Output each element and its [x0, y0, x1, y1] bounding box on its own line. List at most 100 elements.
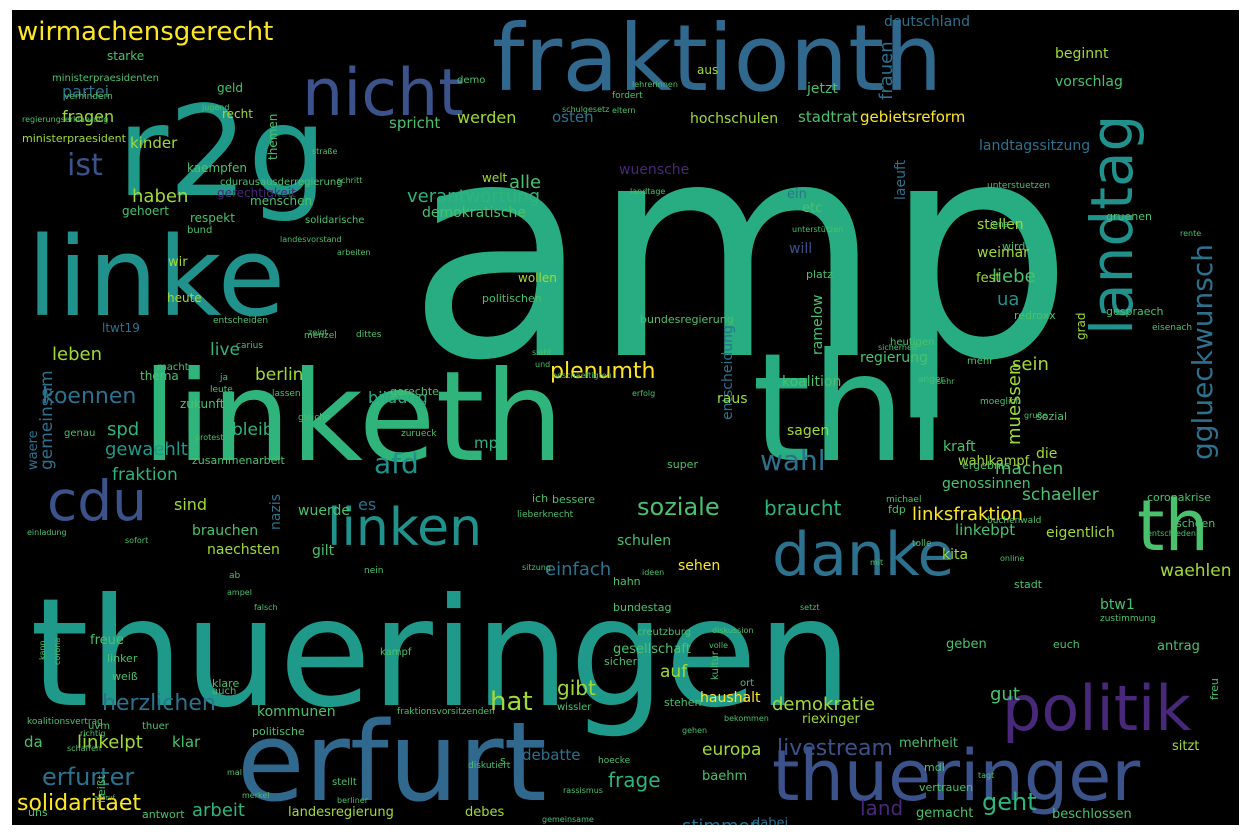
cloud-word: kita	[942, 547, 968, 563]
cloud-word: jena	[989, 220, 1009, 230]
cloud-word: creutzburg	[637, 627, 691, 638]
cloud-word: bessere	[552, 493, 595, 506]
cloud-word: gemeinsam	[37, 370, 57, 470]
cloud-word: wirmachensgerecht	[17, 17, 273, 47]
cloud-word: linketh	[142, 345, 564, 490]
cloud-word: ergebnis	[962, 459, 1010, 472]
cloud-word: mit	[870, 558, 883, 567]
cloud-word: spd	[107, 419, 139, 440]
cloud-word: online	[1000, 554, 1024, 563]
cloud-word: berliner	[337, 796, 369, 805]
cloud-word: hahn	[613, 575, 641, 588]
cloud-word: zustimmung	[1100, 614, 1156, 624]
cloud-word: antrag	[1157, 639, 1200, 654]
cloud-word: live	[210, 340, 240, 360]
cloud-word: gerechte	[390, 385, 439, 398]
cloud-word: machen	[995, 459, 1063, 479]
cloud-word: gemacht	[916, 806, 973, 821]
cloud-word: landesvorstand	[280, 235, 342, 244]
cloud-word: dittes	[356, 330, 382, 340]
cloud-word: linke	[27, 213, 285, 341]
cloud-word: carius	[236, 341, 263, 351]
cloud-word: fraktion	[112, 465, 178, 485]
cloud-word: antwort	[142, 808, 185, 821]
cloud-word: starke	[107, 49, 144, 63]
cloud-word: partei	[62, 82, 109, 101]
cloud-word: zukunft	[180, 397, 225, 411]
cloud-word: heutigen	[890, 337, 934, 348]
cloud-word: zeigt	[308, 328, 328, 337]
cloud-word: gerechtigkeit	[217, 186, 296, 200]
cloud-word: mal	[227, 768, 242, 777]
cloud-word: gehoert	[122, 204, 169, 218]
cloud-word: demo	[457, 75, 485, 86]
cloud-word: muessen	[1004, 364, 1025, 445]
cloud-word: nazis	[268, 494, 284, 530]
cloud-word: braucht	[764, 496, 842, 520]
cloud-word: debatte	[522, 746, 580, 764]
cloud-word: einfach	[545, 559, 611, 580]
cloud-word: themen	[266, 114, 280, 160]
cloud-word: bundesregierung	[640, 313, 734, 326]
cloud-word: sitzt	[1172, 739, 1199, 754]
cloud-word: bundestag	[613, 601, 671, 614]
cloud-word: bleibt	[232, 420, 280, 440]
cloud-word: schoen	[1176, 517, 1215, 530]
cloud-word: linksfraktion	[912, 504, 1023, 525]
cloud-word: lassen	[272, 389, 301, 399]
cloud-word: entschieden	[1147, 529, 1196, 538]
cloud-word: solidaritaet	[17, 791, 141, 816]
cloud-word: gemeinsame	[542, 815, 594, 824]
cloud-word: jugend	[201, 103, 229, 112]
cloud-word: wuensche	[619, 162, 689, 178]
cloud-word: uvm	[88, 721, 110, 732]
cloud-word: menzel	[304, 331, 337, 341]
cloud-word: thema	[140, 369, 179, 383]
cloud-word: koalition	[782, 374, 841, 390]
cloud-word: stehen	[664, 696, 702, 709]
cloud-word: beginnt	[1055, 46, 1109, 62]
cloud-word: waehlen	[1160, 561, 1232, 581]
cloud-word: fraktionsvorsitzenden	[397, 707, 495, 717]
cloud-word: regierung	[860, 350, 928, 366]
cloud-word: sieht	[532, 348, 552, 357]
cloud-word: politik	[1002, 672, 1191, 745]
cloud-word: herzlichen	[102, 691, 216, 716]
cloud-word: geld	[217, 81, 243, 95]
cloud-word: alle	[509, 172, 541, 193]
cloud-word: moeglich	[980, 397, 1021, 407]
cloud-word: stellt	[332, 777, 357, 788]
cloud-word: freu	[1208, 678, 1221, 700]
cloud-word: wahlkampf	[958, 454, 1030, 469]
cloud-word: erfurt	[237, 698, 547, 825]
cloud-word: und	[535, 360, 550, 369]
cloud-word: stimmen	[682, 816, 761, 825]
cloud-word: macht	[157, 362, 189, 373]
cloud-word: recht	[222, 107, 253, 121]
cloud-word: aus	[697, 63, 718, 77]
cloud-word: buchenwald	[987, 516, 1041, 526]
cloud-word: arbeiten	[337, 248, 371, 257]
cloud-word: freue	[90, 633, 124, 648]
cloud-word: kultur	[710, 650, 721, 680]
cloud-word: menschen	[250, 194, 312, 208]
cloud-word: frauen	[876, 41, 897, 100]
cloud-word: schaeller	[1022, 485, 1099, 505]
cloud-word: sicherheit	[878, 343, 917, 352]
cloud-word: einladung	[27, 528, 67, 537]
cloud-word: geben	[946, 637, 987, 652]
cloud-word: stadt	[1014, 578, 1043, 591]
cloud-word: wahl	[760, 444, 826, 477]
cloud-word: kaempfen	[187, 161, 247, 175]
cloud-word: frage	[608, 768, 661, 792]
cloud-word: weimar	[977, 245, 1029, 261]
cloud-word: geht	[982, 788, 1037, 816]
cloud-word: sofort	[125, 536, 148, 545]
cloud-word: waere	[26, 430, 41, 470]
cloud-word: linkebpt	[955, 521, 1015, 539]
cloud-word: volle	[709, 641, 728, 650]
cloud-word: entscheidung	[720, 325, 736, 420]
cloud-word: ramelow	[810, 295, 826, 356]
cloud-word: werden	[457, 108, 516, 127]
cloud-word: eisenach	[1152, 323, 1192, 333]
